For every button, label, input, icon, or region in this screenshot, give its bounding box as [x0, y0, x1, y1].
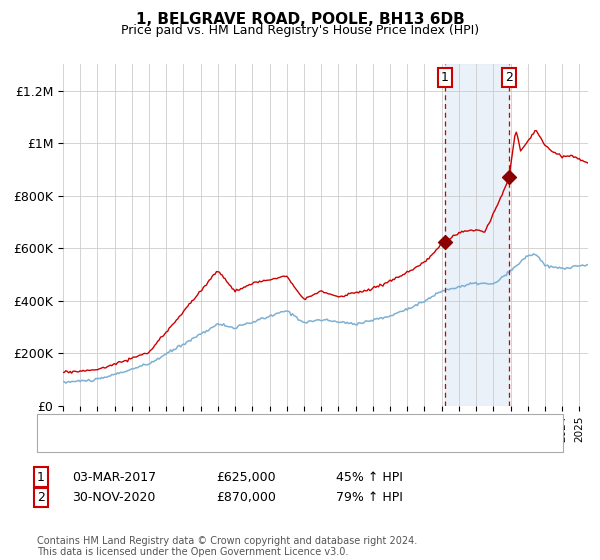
Text: 79% ↑ HPI: 79% ↑ HPI	[336, 491, 403, 504]
Text: £625,000: £625,000	[216, 470, 275, 484]
Text: Price paid vs. HM Land Registry's House Price Index (HPI): Price paid vs. HM Land Registry's House …	[121, 24, 479, 36]
Bar	[445, 64, 509, 406]
Text: 03-MAR-2017: 03-MAR-2017	[72, 470, 156, 484]
Point	[440, 237, 449, 246]
Text: 30-NOV-2020: 30-NOV-2020	[72, 491, 155, 504]
Text: HPI: Average price, detached house, Bournemouth Christchurch and Poole: HPI: Average price, detached house, Bour…	[88, 437, 503, 447]
Text: £870,000: £870,000	[216, 491, 276, 504]
Text: 2: 2	[505, 71, 513, 84]
Text: 1, BELGRAVE ROAD, POOLE, BH13 6DB: 1, BELGRAVE ROAD, POOLE, BH13 6DB	[136, 12, 464, 27]
Text: 1: 1	[37, 470, 45, 484]
Text: 2: 2	[37, 491, 45, 504]
Text: Contains HM Land Registry data © Crown copyright and database right 2024.
This d: Contains HM Land Registry data © Crown c…	[37, 535, 418, 557]
Text: 1, BELGRAVE ROAD, POOLE, BH13 6DB (detached house): 1, BELGRAVE ROAD, POOLE, BH13 6DB (detac…	[88, 420, 406, 430]
Text: 45% ↑ HPI: 45% ↑ HPI	[336, 470, 403, 484]
Text: 1: 1	[440, 71, 449, 84]
Point	[505, 173, 514, 182]
